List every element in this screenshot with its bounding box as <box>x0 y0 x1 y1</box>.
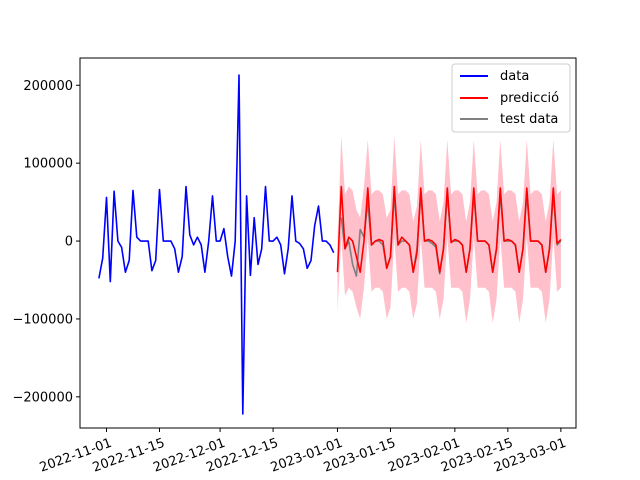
y-axis: −200000 −100000 0 100000 200000 <box>12 79 80 405</box>
legend-box <box>451 63 571 133</box>
y-tick-label: 200000 <box>23 79 73 94</box>
legend-label-test-data: test data <box>500 112 558 127</box>
legend-label-prediccio: predicció <box>500 91 559 106</box>
confidence-band <box>337 135 561 323</box>
confidence-band-layer <box>337 135 561 323</box>
series-line-prediccio <box>336 185 562 273</box>
y-tick-label: −100000 <box>12 312 73 327</box>
series-layer <box>98 74 562 415</box>
legend: data predicció test data <box>451 63 571 133</box>
y-tick-label: 0 <box>65 235 73 250</box>
y-tick-label: 100000 <box>23 157 73 172</box>
series-line-data <box>98 74 335 415</box>
legend-label-data: data <box>500 69 529 84</box>
plot-frame <box>79 57 577 429</box>
y-tick-label: −200000 <box>12 390 73 405</box>
